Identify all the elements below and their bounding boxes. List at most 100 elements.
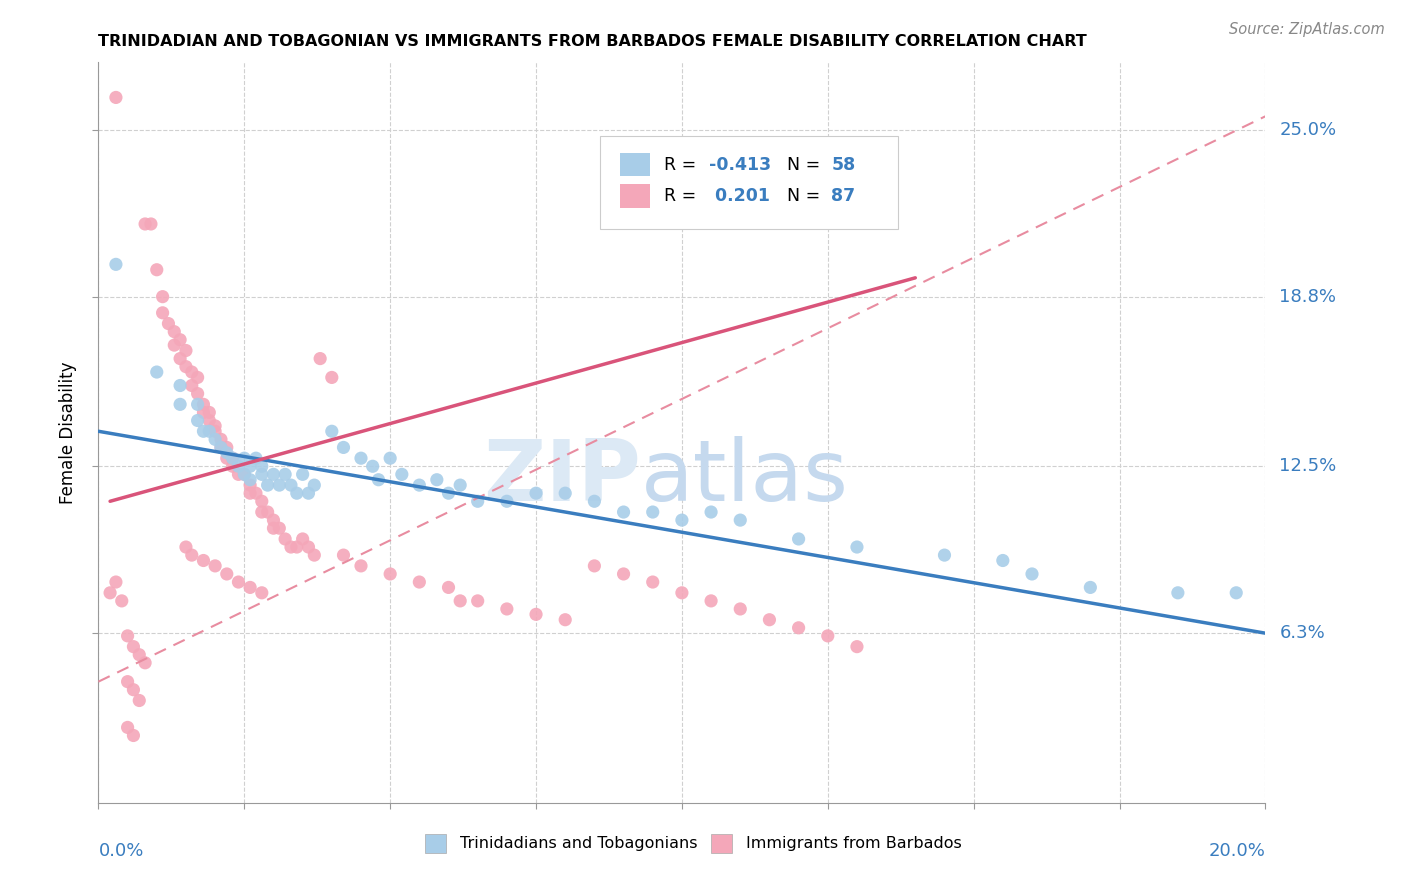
- Point: [134, 217, 156, 231]
- Point: [169, 351, 191, 366]
- Point: [1225, 586, 1247, 600]
- Point: [321, 370, 343, 384]
- Point: [152, 290, 174, 304]
- Text: 12.5%: 12.5%: [1279, 458, 1337, 475]
- Point: [198, 424, 221, 438]
- Point: [583, 558, 606, 573]
- Y-axis label: Female Disability: Female Disability: [59, 361, 77, 504]
- Point: [209, 441, 232, 455]
- FancyBboxPatch shape: [600, 136, 898, 229]
- Point: [297, 486, 319, 500]
- Point: [1021, 566, 1043, 581]
- Text: 87: 87: [831, 186, 855, 204]
- Text: 20.0%: 20.0%: [1209, 842, 1265, 860]
- Text: Trinidadians and Tobagonians: Trinidadians and Tobagonians: [460, 836, 697, 851]
- Text: 58: 58: [831, 155, 855, 174]
- Bar: [425, 834, 446, 853]
- Point: [846, 540, 869, 554]
- Point: [250, 459, 273, 474]
- Point: [274, 467, 297, 482]
- Text: 0.0%: 0.0%: [98, 842, 143, 860]
- Point: [193, 553, 215, 567]
- Text: N =: N =: [787, 186, 825, 204]
- Text: atlas: atlas: [641, 435, 849, 518]
- Point: [250, 586, 273, 600]
- Point: [437, 581, 460, 595]
- Point: [139, 217, 162, 231]
- Point: [152, 306, 174, 320]
- Point: [174, 359, 197, 374]
- Point: [700, 594, 723, 608]
- Point: [239, 473, 262, 487]
- Point: [250, 494, 273, 508]
- Point: [700, 505, 723, 519]
- Point: [221, 459, 243, 474]
- Point: [262, 521, 284, 535]
- Point: [309, 351, 332, 366]
- Point: [787, 532, 810, 546]
- Point: [350, 558, 373, 573]
- Point: [122, 682, 145, 697]
- Point: [280, 478, 302, 492]
- Point: [209, 441, 232, 455]
- Text: 25.0%: 25.0%: [1279, 120, 1337, 139]
- Point: [269, 521, 291, 535]
- Point: [467, 594, 489, 608]
- Point: [104, 90, 127, 104]
- Point: [215, 446, 238, 460]
- Point: [437, 486, 460, 500]
- Point: [321, 424, 343, 438]
- Point: [193, 405, 215, 419]
- Point: [297, 540, 319, 554]
- Point: [209, 433, 232, 447]
- Point: [262, 513, 284, 527]
- Point: [104, 575, 127, 590]
- Point: [250, 467, 273, 482]
- Text: 6.3%: 6.3%: [1279, 624, 1324, 642]
- Point: [991, 553, 1014, 567]
- Point: [380, 566, 402, 581]
- Point: [215, 566, 238, 581]
- Point: [193, 397, 215, 411]
- Text: N =: N =: [787, 155, 825, 174]
- Point: [187, 413, 209, 427]
- Point: [180, 378, 202, 392]
- Point: [187, 370, 209, 384]
- Point: [128, 693, 150, 707]
- Point: [391, 467, 413, 482]
- Point: [228, 575, 250, 590]
- Point: [332, 548, 354, 562]
- Point: [641, 575, 664, 590]
- Point: [730, 513, 752, 527]
- Point: [408, 478, 430, 492]
- Point: [117, 720, 139, 734]
- Point: [169, 397, 191, 411]
- Point: [187, 397, 209, 411]
- Point: [174, 343, 197, 358]
- Text: TRINIDADIAN AND TOBAGONIAN VS IMMIGRANTS FROM BARBADOS FEMALE DISABILITY CORRELA: TRINIDADIAN AND TOBAGONIAN VS IMMIGRANTS…: [98, 34, 1087, 49]
- Point: [612, 566, 634, 581]
- Point: [180, 548, 202, 562]
- Point: [269, 478, 291, 492]
- Point: [274, 532, 297, 546]
- Point: [291, 532, 314, 546]
- Point: [934, 548, 956, 562]
- Point: [671, 586, 693, 600]
- Point: [846, 640, 869, 654]
- Point: [285, 540, 308, 554]
- Point: [239, 581, 262, 595]
- Point: [361, 459, 384, 474]
- Point: [198, 405, 221, 419]
- Point: [524, 607, 547, 622]
- Point: [204, 433, 226, 447]
- Point: [758, 613, 780, 627]
- Point: [350, 451, 373, 466]
- Point: [304, 548, 326, 562]
- Point: [380, 451, 402, 466]
- Text: ZIP: ZIP: [484, 435, 641, 518]
- Point: [146, 365, 169, 379]
- Point: [104, 257, 127, 271]
- Point: [233, 451, 256, 466]
- Point: [146, 262, 169, 277]
- Point: [256, 478, 278, 492]
